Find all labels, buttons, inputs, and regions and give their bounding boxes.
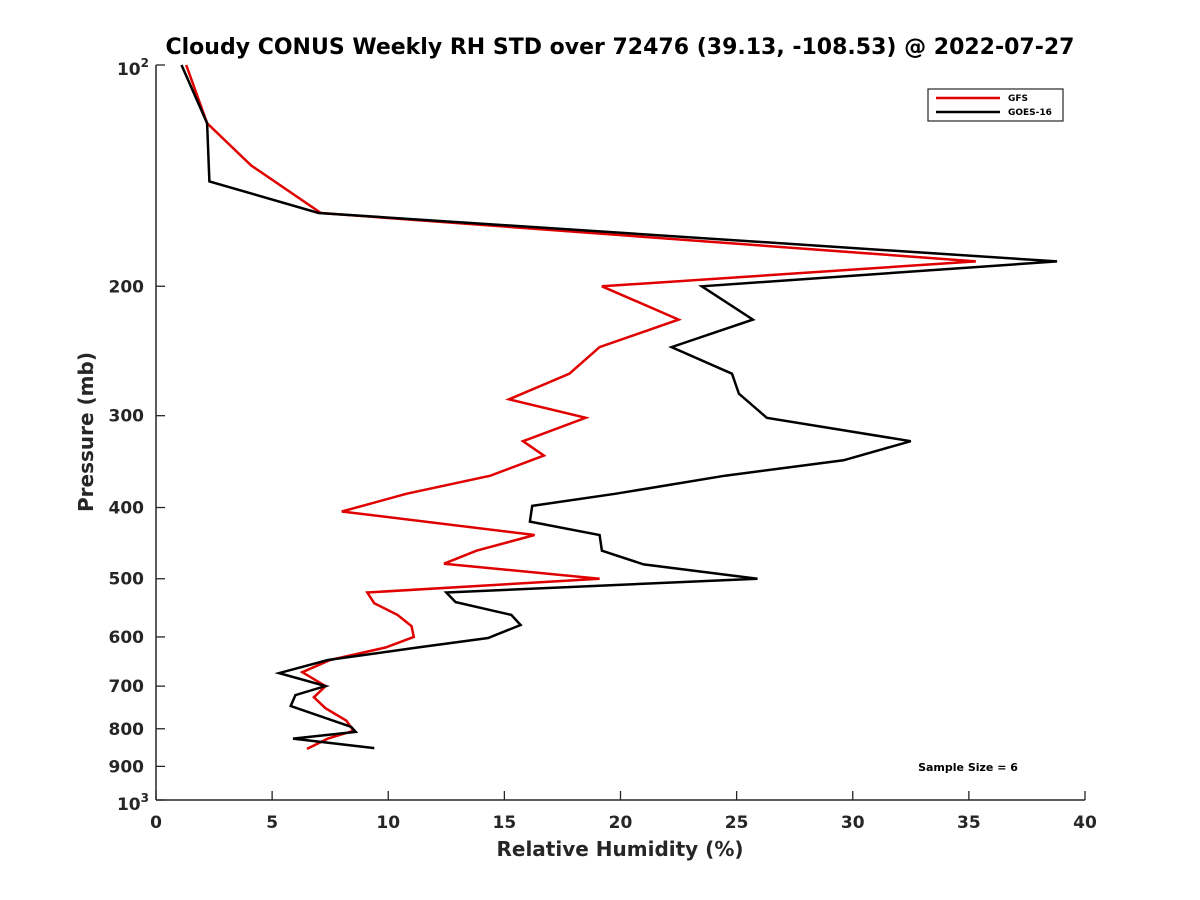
chart-title: Cloudy CONUS Weekly RH STD over 72476 (3… (166, 35, 1075, 60)
y-axis-label: Pressure (mb) (74, 352, 98, 512)
x-tick-label: 40 (1073, 813, 1097, 833)
series-line-goes-16 (180, 64, 1058, 750)
sample-size-annotation: Sample Size = 6 (918, 761, 1018, 774)
x-tick-label: 5 (266, 813, 278, 833)
y-tick-label: 300 (109, 407, 145, 427)
x-tick-label: 25 (725, 813, 749, 833)
legend: GFS GOES-16 (927, 88, 1064, 122)
legend-box (927, 88, 1064, 122)
x-tick-label: 35 (957, 813, 981, 833)
y-tick-label: 800 (109, 720, 145, 740)
x-tick-label: 15 (493, 813, 517, 833)
x-tick-label: 0 (150, 813, 162, 833)
x-tick-label: 30 (841, 813, 865, 833)
y-tick-label: 700 (109, 677, 145, 697)
x-tick-label: 10 (376, 813, 400, 833)
x-tick-label: 20 (609, 813, 633, 833)
y-tick-label: 200 (109, 277, 145, 297)
legend-label: GOES-16 (1008, 108, 1052, 118)
y-tick-label: 500 (109, 570, 145, 590)
y-tick-label: 400 (109, 499, 145, 519)
x-axis-label: Relative Humidity (%) (496, 837, 743, 861)
series-line-gfs (185, 64, 976, 751)
y-tick-label: 600 (109, 628, 145, 648)
y-tick-label: 900 (109, 757, 145, 777)
y-tick-label: 103 (117, 791, 149, 815)
y-tick-label: 102 (117, 56, 149, 80)
plot-area: 0 5 10 15 20 25 30 35 40 102 200 300 400 500 600 700 800… (109, 56, 1097, 833)
legend-label: GFS (1008, 94, 1028, 104)
